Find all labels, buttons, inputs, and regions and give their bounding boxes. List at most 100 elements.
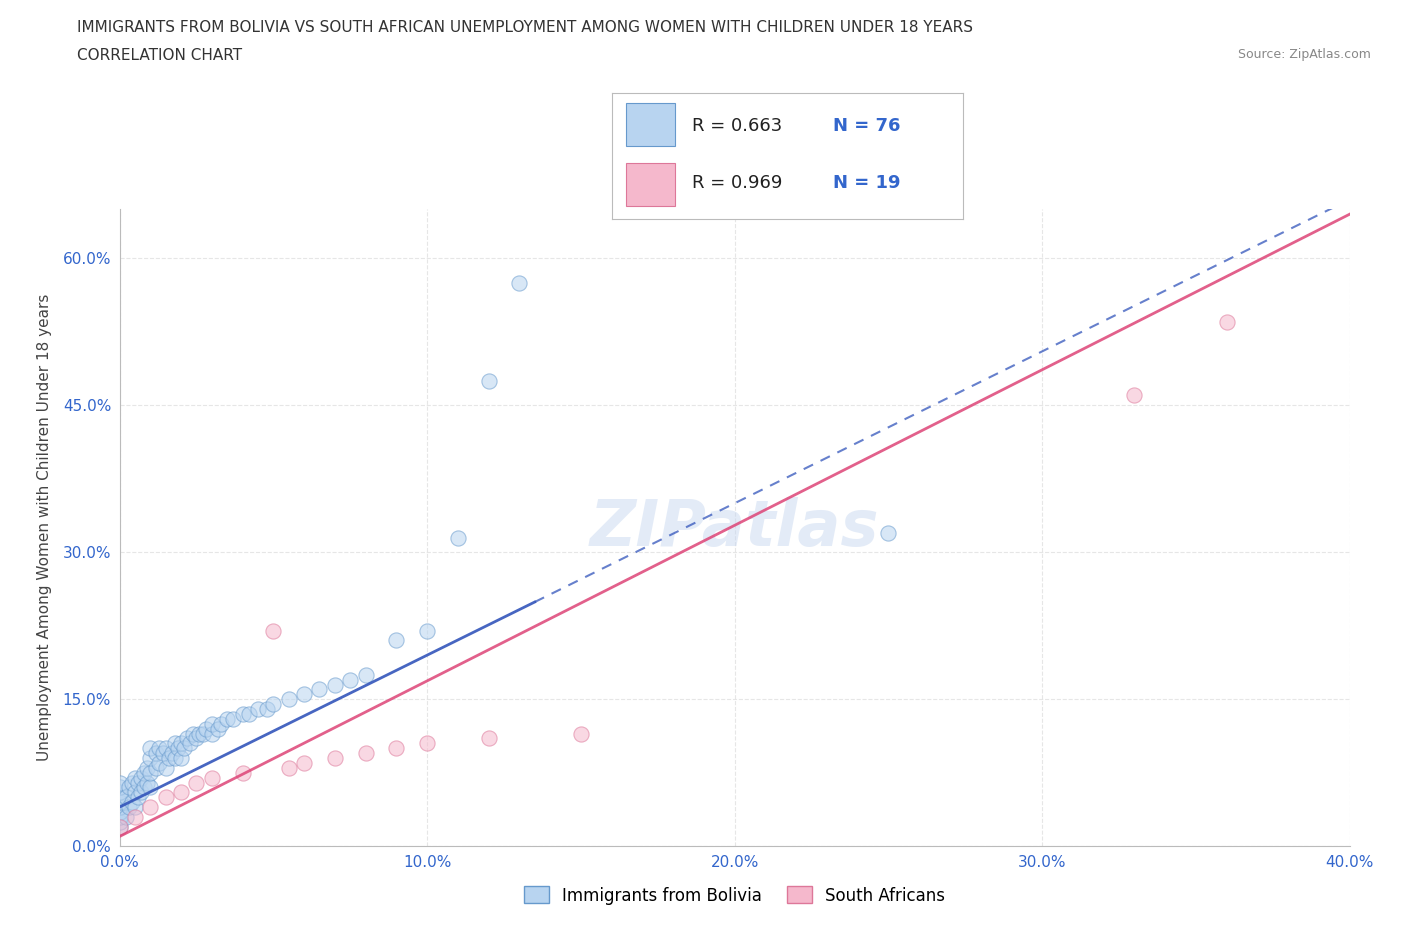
Point xyxy=(108,800,131,815)
Point xyxy=(176,731,198,746)
Legend: Immigrants from Bolivia, South Africans: Immigrants from Bolivia, South Africans xyxy=(517,880,952,911)
Point xyxy=(508,275,530,290)
Point xyxy=(108,790,131,804)
Point xyxy=(155,761,177,776)
Point xyxy=(160,746,183,761)
Point xyxy=(152,746,174,761)
Point xyxy=(201,726,224,741)
Point xyxy=(1215,314,1237,329)
Point xyxy=(139,780,162,795)
Point xyxy=(256,701,278,716)
Text: Source: ZipAtlas.com: Source: ZipAtlas.com xyxy=(1237,48,1371,61)
Point xyxy=(209,716,232,731)
Point xyxy=(183,726,205,741)
Point xyxy=(114,790,136,804)
Y-axis label: Unemployment Among Women with Children Under 18 years: Unemployment Among Women with Children U… xyxy=(37,294,52,762)
Point xyxy=(569,726,592,741)
Point xyxy=(108,809,131,824)
Text: IMMIGRANTS FROM BOLIVIA VS SOUTH AFRICAN UNEMPLOYMENT AMONG WOMEN WITH CHILDREN : IMMIGRANTS FROM BOLIVIA VS SOUTH AFRICAN… xyxy=(77,20,973,35)
Point xyxy=(173,741,195,756)
Point xyxy=(108,819,131,834)
Text: ZIPatlas: ZIPatlas xyxy=(591,497,879,559)
Point xyxy=(194,722,217,737)
FancyBboxPatch shape xyxy=(626,164,675,206)
Point xyxy=(132,765,156,780)
Point xyxy=(292,687,315,702)
Point xyxy=(139,800,162,815)
Point xyxy=(447,530,470,545)
Point xyxy=(222,711,245,726)
Point xyxy=(207,722,229,737)
Point xyxy=(108,780,131,795)
Point xyxy=(170,785,193,800)
Point xyxy=(124,800,146,815)
Point xyxy=(277,692,299,707)
Point xyxy=(292,755,315,770)
Point xyxy=(186,776,208,790)
Point xyxy=(129,770,152,785)
Point xyxy=(231,707,254,722)
Point xyxy=(416,623,439,638)
Point xyxy=(108,815,131,830)
Point xyxy=(323,751,346,765)
Point xyxy=(262,623,284,638)
Point xyxy=(308,682,330,697)
Point xyxy=(877,525,900,540)
Point xyxy=(339,672,361,687)
Point xyxy=(170,751,193,765)
Point xyxy=(136,776,159,790)
Point xyxy=(124,785,146,800)
Point xyxy=(129,785,152,800)
Point xyxy=(201,716,224,731)
Point xyxy=(385,633,408,648)
FancyBboxPatch shape xyxy=(626,103,675,146)
Point xyxy=(121,776,143,790)
Point xyxy=(108,795,131,810)
Point xyxy=(157,751,180,765)
Point xyxy=(127,776,149,790)
Point xyxy=(163,736,186,751)
Point xyxy=(191,726,214,741)
Point xyxy=(277,761,299,776)
Point xyxy=(217,711,239,726)
Point xyxy=(139,765,162,780)
Point xyxy=(262,697,284,711)
Text: R = 0.969: R = 0.969 xyxy=(693,175,783,193)
Point xyxy=(118,800,141,815)
Text: N = 76: N = 76 xyxy=(832,116,901,135)
Point xyxy=(323,677,346,692)
Point xyxy=(148,741,170,756)
Point xyxy=(155,741,177,756)
Point xyxy=(108,819,131,834)
Point xyxy=(132,780,156,795)
Point xyxy=(139,741,162,756)
Point xyxy=(1123,388,1146,403)
Point xyxy=(477,731,501,746)
Point xyxy=(201,770,224,785)
Point xyxy=(145,761,167,776)
Text: R = 0.663: R = 0.663 xyxy=(693,116,783,135)
Point xyxy=(477,373,501,388)
Point xyxy=(121,795,143,810)
Point xyxy=(108,776,131,790)
Point xyxy=(238,707,260,722)
Point xyxy=(163,751,186,765)
Point xyxy=(136,761,159,776)
Point xyxy=(179,736,201,751)
Point xyxy=(148,755,170,770)
Point xyxy=(188,726,211,741)
Point xyxy=(108,785,131,800)
Point xyxy=(108,804,131,819)
Point xyxy=(145,746,167,761)
Point xyxy=(118,780,141,795)
Point xyxy=(246,701,269,716)
Point xyxy=(416,736,439,751)
Point xyxy=(385,741,408,756)
Point xyxy=(186,731,208,746)
Point xyxy=(170,736,193,751)
Point xyxy=(167,741,190,756)
Text: CORRELATION CHART: CORRELATION CHART xyxy=(77,48,242,63)
Point xyxy=(231,765,254,780)
Point xyxy=(124,770,146,785)
Point xyxy=(124,809,146,824)
